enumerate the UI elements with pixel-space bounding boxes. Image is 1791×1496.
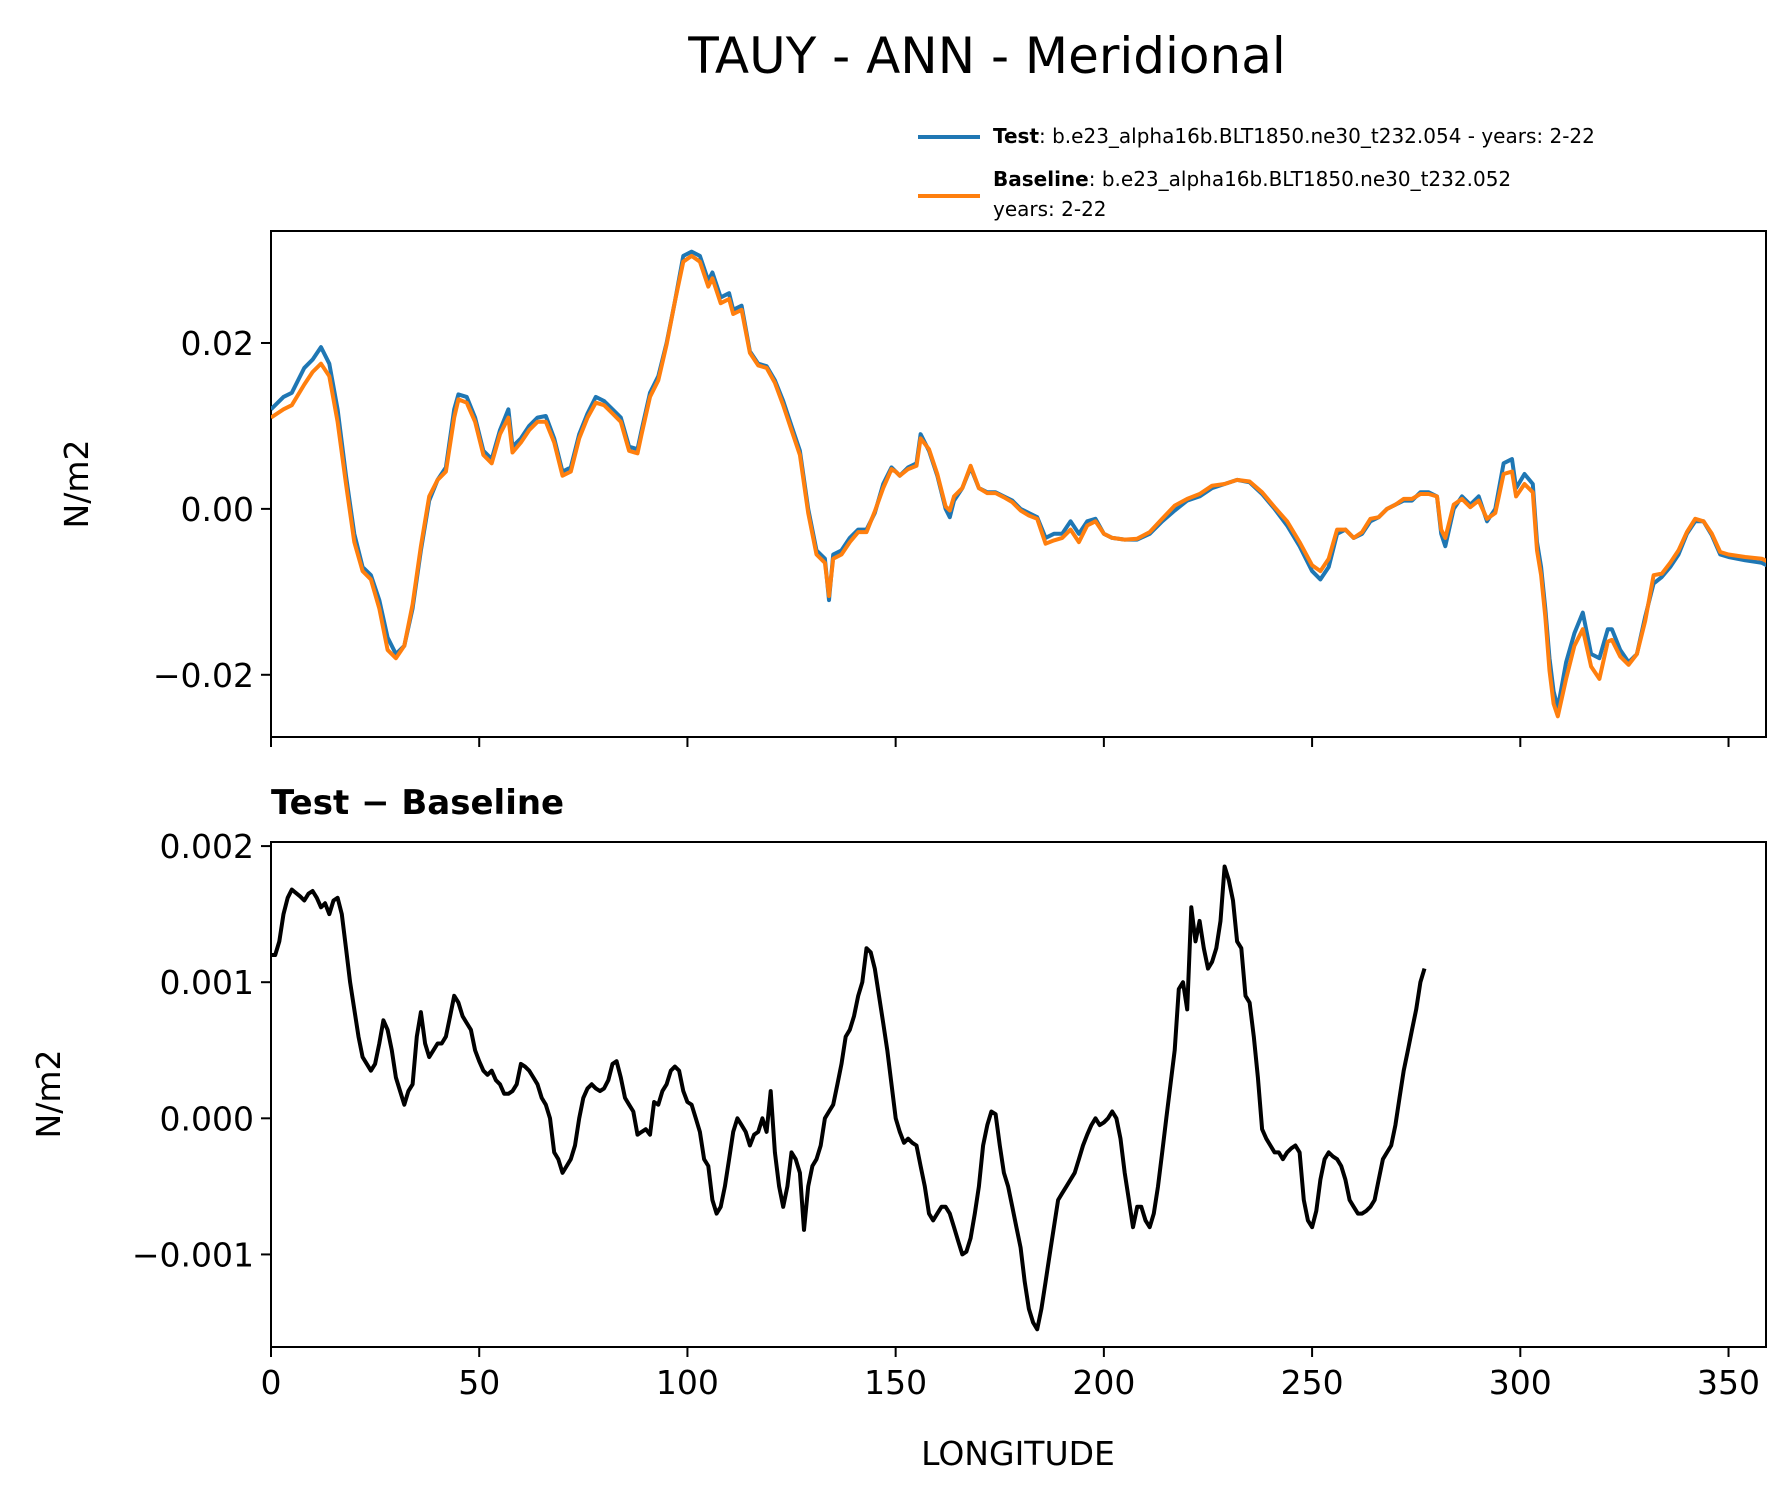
bottom-series-line-difference — [271, 864, 1427, 1332]
top-panel: N/m2 −0.02 0.00 0.02 — [57, 230, 1767, 747]
bottom-x-ticks: 0 50 100 150 200 250 300 350 — [261, 1347, 1760, 1402]
legend-baseline-text: : b.e23_alpha16b.BLT1850.ne30_t232.052 — [1089, 167, 1511, 191]
top-y-tick-label: 0.02 — [181, 324, 254, 363]
bottom-y-tick-label: −0.001 — [132, 1235, 254, 1274]
legend-test-entry: Test: b.e23_alpha16b.BLT1850.ne30_t232.0… — [993, 124, 1595, 148]
bottom-x-tick-label: 0 — [261, 1363, 282, 1402]
legend-test-label: Test — [993, 124, 1039, 148]
top-series-group — [271, 249, 1766, 719]
bottom-x-tick-label: 250 — [1281, 1363, 1344, 1402]
x-axis-label: LONGITUDE — [921, 1434, 1115, 1473]
legend-baseline-text-line2: years: 2-22 — [993, 197, 1107, 221]
top-y-ticks: −0.02 0.00 0.02 — [153, 324, 271, 695]
top-series-line-test — [271, 249, 1766, 710]
bottom-panel: Test − Baseline N/m2 LONGITUDE 0 50 100 150… — [29, 783, 1767, 1473]
bottom-x-tick-label: 150 — [864, 1363, 927, 1402]
bottom-x-tick-label: 100 — [656, 1363, 719, 1402]
bottom-y-axis-label: N/m2 — [29, 1050, 68, 1139]
bottom-panel-title: Test − Baseline — [271, 783, 564, 823]
bottom-plot-frame — [270, 841, 1767, 1348]
bottom-x-tick-label: 200 — [1072, 1363, 1135, 1402]
legend-baseline-label: Baseline — [993, 167, 1089, 191]
legend: Test: b.e23_alpha16b.BLT1850.ne30_t232.0… — [918, 124, 1595, 221]
top-y-axis-label: N/m2 — [57, 440, 96, 529]
bottom-x-tick-label: 350 — [1697, 1363, 1760, 1402]
bottom-y-tick-label: 0.001 — [160, 963, 254, 1002]
bottom-series-group — [271, 864, 1427, 1332]
bottom-y-tick-label: 0.000 — [160, 1099, 254, 1138]
top-y-tick-label: −0.02 — [153, 656, 254, 695]
figure-title: TAUY - ANN - Meridional — [687, 27, 1285, 85]
bottom-y-tick-label: 0.002 — [160, 827, 254, 866]
legend-baseline-entry: Baseline: b.e23_alpha16b.BLT1850.ne30_t2… — [993, 167, 1511, 191]
top-x-ticks — [270, 737, 1730, 747]
top-series-line-baseline — [271, 253, 1766, 719]
top-plot-frame — [270, 230, 1767, 738]
bottom-x-tick-label: 300 — [1489, 1363, 1552, 1402]
bottom-x-tick-label: 50 — [458, 1363, 500, 1402]
bottom-y-ticks: −0.001 0.000 0.001 0.002 — [132, 827, 271, 1274]
legend-test-text: : b.e23_alpha16b.BLT1850.ne30_t232.054 -… — [1039, 124, 1595, 148]
top-y-tick-label: 0.00 — [181, 490, 254, 529]
